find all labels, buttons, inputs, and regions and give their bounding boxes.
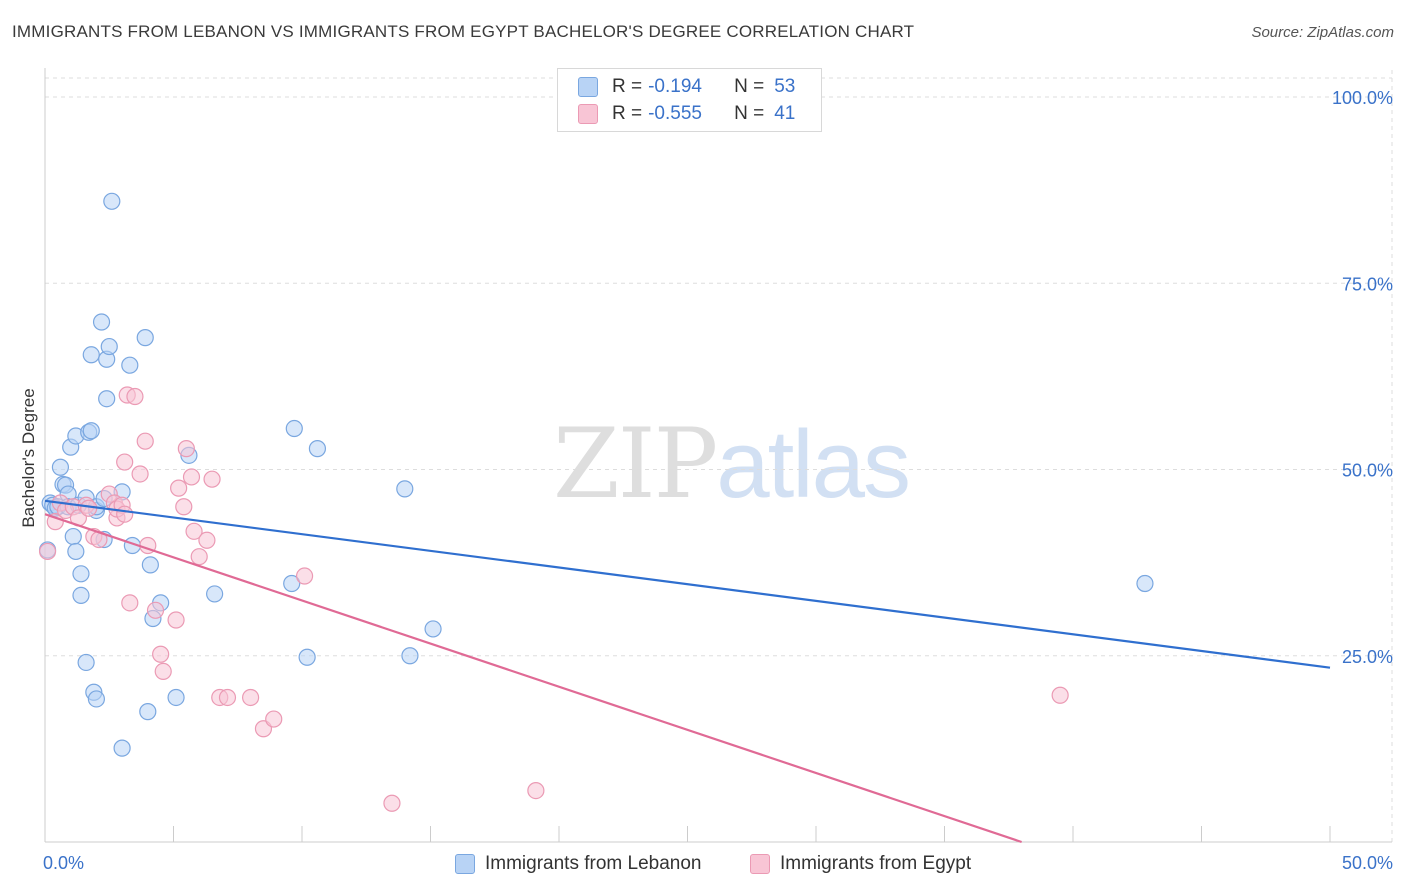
legend-row-egypt: R = -0.555 N = 41: [578, 102, 795, 126]
egypt-point: [527, 781, 545, 800]
source-label: Source: ZipAtlas.com: [1251, 24, 1394, 41]
egypt-point: [185, 522, 203, 540]
egypt-point: [116, 453, 134, 471]
egypt-r-label: R =: [612, 103, 643, 124]
egypt-swatch: [578, 104, 598, 124]
lebanon-r-label: R =: [612, 76, 643, 97]
egypt-point: [190, 548, 208, 566]
y-tick-label: 50.0%: [1342, 461, 1393, 481]
y-tick-label: 75.0%: [1342, 274, 1393, 294]
watermark-zip: ZIP: [553, 408, 718, 520]
lebanon-point: [298, 648, 316, 666]
lebanon-point: [121, 356, 139, 374]
lebanon-point: [67, 542, 85, 561]
lebanon-swatch: [578, 77, 598, 97]
correlation-legend: R = -0.194 N = 53 R = -0.555 N = 41: [557, 68, 822, 132]
lebanon-point: [51, 458, 70, 476]
egypt-trend-line: [44, 513, 1022, 844]
lebanon-point: [285, 419, 303, 438]
lebanon-point: [113, 739, 131, 757]
egypt-point: [116, 505, 134, 523]
watermark: ZIPatlas: [553, 408, 911, 520]
egypt-legend-swatch: [750, 854, 770, 874]
lebanon-point: [206, 585, 224, 603]
egypt-point: [170, 479, 188, 497]
y-axis-label: Bachelor's Degree: [19, 388, 38, 527]
lebanon-trend-line: [44, 499, 1331, 669]
lebanon-point: [308, 440, 327, 458]
lebanon-point: [167, 688, 185, 707]
lebanon-point: [72, 586, 90, 605]
y-tick-label: 25.0%: [1342, 647, 1393, 667]
lebanon-point: [141, 556, 159, 574]
egypt-point: [154, 662, 172, 680]
egypt-point: [46, 513, 64, 531]
egypt-point: [131, 465, 149, 483]
lebanon-n-value: 53: [774, 76, 796, 97]
lebanon-point: [139, 703, 157, 721]
lebanon-point: [64, 527, 82, 546]
lebanon-n-label: N =: [734, 76, 765, 97]
lebanon-legend-swatch: [455, 854, 475, 874]
egypt-point: [136, 432, 154, 450]
bottom-legend-egypt: Immigrants from Egypt: [750, 852, 971, 876]
lebanon-point: [424, 620, 442, 638]
egypt-point: [126, 387, 144, 406]
lebanon-point: [72, 565, 90, 583]
lebanon-point: [82, 346, 100, 364]
egypt-n-value: 41: [774, 103, 796, 124]
lebanon-point: [82, 422, 100, 440]
x-tick-label-min: 0.0%: [43, 853, 84, 873]
egypt-legend-label: Immigrants from Egypt: [780, 853, 972, 874]
lebanon-point: [87, 690, 106, 708]
egypt-point: [265, 710, 283, 728]
bottom-legend-lebanon: Immigrants from Lebanon: [455, 852, 702, 876]
egypt-point: [242, 688, 260, 707]
egypt-r-value: -0.555: [648, 103, 702, 124]
egypt-point: [1051, 686, 1069, 704]
egypt-point: [38, 542, 57, 561]
lebanon-point: [100, 337, 118, 356]
y-tick-label: 100.0%: [1332, 88, 1393, 108]
lebanon-point: [98, 390, 116, 408]
lebanon-r-value: -0.194: [648, 76, 702, 97]
lebanon-point: [103, 192, 121, 210]
egypt-point: [121, 594, 139, 612]
chart-title: IMMIGRANTS FROM LEBANON VS IMMIGRANTS FR…: [12, 22, 915, 41]
egypt-point: [167, 611, 185, 629]
egypt-point: [383, 794, 401, 812]
egypt-point: [146, 601, 165, 619]
x-tick-label-max: 50.0%: [1342, 853, 1393, 873]
egypt-point: [175, 498, 193, 516]
watermark-atlas: atlas: [716, 411, 911, 518]
lebanon-point: [283, 574, 301, 593]
egypt-point: [152, 645, 170, 663]
egypt-point: [218, 688, 237, 707]
legend-row-lebanon: R = -0.194 N = 53: [578, 75, 795, 99]
lebanon-point: [396, 480, 414, 498]
lebanon-legend-label: Immigrants from Lebanon: [485, 853, 702, 874]
egypt-point: [177, 440, 195, 458]
egypt-point: [182, 468, 201, 486]
lebanon-point: [77, 653, 95, 672]
egypt-point: [295, 567, 314, 585]
lebanon-point: [1136, 574, 1154, 593]
egypt-n-label: N =: [734, 103, 765, 124]
egypt-point: [198, 531, 216, 549]
lebanon-point: [92, 313, 111, 331]
lebanon-point: [401, 647, 419, 665]
egypt-point: [203, 470, 221, 488]
lebanon-point: [136, 329, 154, 347]
